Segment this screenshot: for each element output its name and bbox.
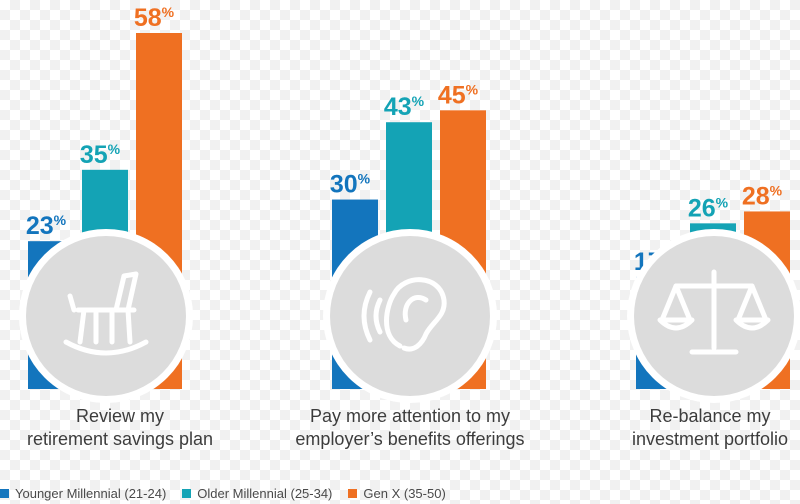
data-label-3-2: 26% — [688, 194, 729, 222]
category-label-2-line-1: Pay more attention to my — [309, 406, 511, 426]
icon-circle-2 — [330, 236, 490, 396]
category-label-1-line-2: retirement savings plan — [26, 429, 214, 449]
legend-item-genx: Gen X (35-50) — [348, 485, 446, 501]
data-label-3-3: 28% — [742, 182, 783, 210]
data-label-1-3: 58% — [134, 4, 175, 32]
legend-swatch-genx — [348, 488, 358, 498]
legend-swatch-younger — [0, 488, 9, 498]
data-label-2-2: 43% — [384, 93, 425, 121]
legend: Younger Millennial (21-24) Older Millenn… — [0, 482, 462, 504]
data-label-2-1: 30% — [330, 171, 371, 199]
category-label-2: Pay more attention to my employer’s bene… — [270, 405, 550, 451]
category-label-3-line-1: Re-balance my — [649, 406, 771, 426]
rocking-chair-icon — [63, 271, 149, 356]
legend-label-older: Older Millennial (25-34) — [197, 485, 333, 501]
icon-circle-1 — [26, 236, 186, 396]
data-label-1-2: 35% — [80, 141, 121, 169]
category-label-3-line-2: investment portfolio — [631, 429, 789, 449]
legend-swatch-older — [182, 488, 192, 498]
ear-icon — [361, 277, 447, 352]
data-label-2-3: 45% — [438, 81, 479, 109]
legend-label-younger: Younger Millennial (21-24) — [15, 485, 167, 501]
legend-item-older: Older Millennial (25-34) — [182, 486, 332, 501]
legend-label-genx: Gen X (35-50) — [363, 485, 446, 501]
data-label-1-1: 23% — [26, 212, 67, 240]
category-label-1-line-1: Review my — [75, 406, 164, 426]
category-label-3: Re-balance my investment portfolio — [600, 405, 800, 451]
category-label-2-line-2: employer’s benefits offerings — [295, 429, 525, 449]
category-label-1: Review my retirement savings plan — [0, 405, 240, 451]
scale-icon — [657, 269, 771, 355]
legend-item-younger: Younger Millennial (21-24) — [0, 486, 166, 501]
